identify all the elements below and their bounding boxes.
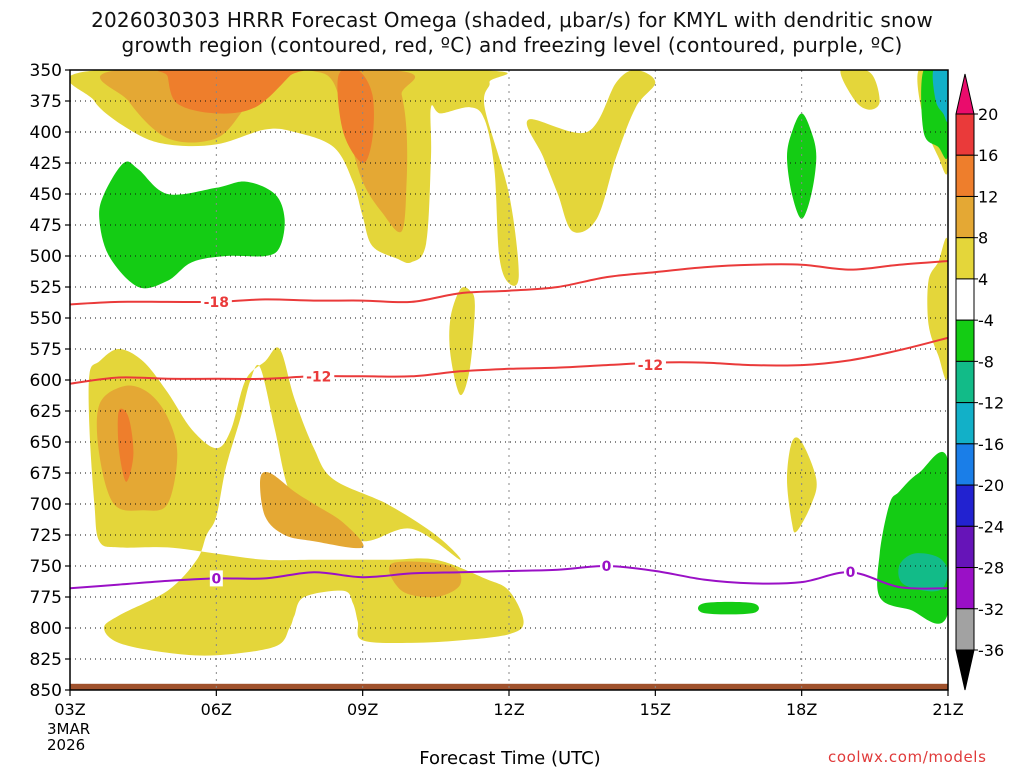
y-tick-label-825: 825 <box>30 650 62 670</box>
colorbar-label-8: -16 <box>978 435 1004 454</box>
colorbar-bin-9 <box>955 484 975 527</box>
colorbar-label-4: 4 <box>978 270 988 289</box>
omega-shade-2 <box>157 70 304 114</box>
colorbar-bin-7 <box>955 402 975 445</box>
contour-label-bg-4 <box>600 558 614 574</box>
omega-shade-10 <box>787 113 817 219</box>
y-tick-label-625: 625 <box>30 402 62 422</box>
colorbar-label-2: 12 <box>978 187 998 206</box>
y-tick-label-850: 850 <box>30 681 62 701</box>
colorbar-bin-12 <box>955 608 975 651</box>
y-tick-label-750: 750 <box>30 557 62 577</box>
colorbar-label-12: -32 <box>978 600 1004 619</box>
omega-shade-3 <box>337 70 374 164</box>
contour-label-2: 0 <box>211 571 221 587</box>
omega-shade-21 <box>898 553 948 592</box>
y-tick-label-350: 350 <box>30 61 62 81</box>
colorbar-label-0: 20 <box>978 105 998 124</box>
colorbar-label-1: 16 <box>978 146 998 165</box>
y-tick-label-475: 475 <box>30 216 62 236</box>
y-tick-label-725: 725 <box>30 526 62 546</box>
title-line-1: 2026030303 HRRR Forecast Omega (shaded, … <box>91 8 933 32</box>
y-tick-label-425: 425 <box>30 154 62 174</box>
y-tick-label-575: 575 <box>30 340 62 360</box>
colorbar-bin-0 <box>955 113 975 156</box>
x-axis-label: Forecast Time (UTC) <box>419 748 601 769</box>
colorbar-bin-1 <box>955 154 975 197</box>
site-credit: coolwx.com/models <box>828 748 987 766</box>
y-tick-label-525: 525 <box>30 278 62 298</box>
y-tick-label-700: 700 <box>30 495 62 515</box>
contour-label-bg-5 <box>843 564 857 581</box>
x-tick-label-18Z: 18Z <box>786 700 817 719</box>
x-date-line-2: 2026 <box>47 736 86 754</box>
omega-shade-14 <box>96 385 178 511</box>
contour-label-5: 0 <box>846 565 856 581</box>
colorbar-label-5: -4 <box>978 311 994 330</box>
x-tick-label-15Z: 15Z <box>640 700 671 719</box>
y-tick-label-600: 600 <box>30 371 62 391</box>
y-tick-label-650: 650 <box>30 433 62 453</box>
contour-label-0: -18 <box>204 295 229 311</box>
contour-label-bg-3 <box>634 357 666 374</box>
omega-shade-11 <box>449 287 475 396</box>
colorbar-label-7: -12 <box>978 394 1004 413</box>
omega-shade-5 <box>840 70 880 110</box>
x-tick-label-09Z: 09Z <box>347 700 378 719</box>
colorbar-label-11: -28 <box>978 559 1004 578</box>
x-tick-label-12Z: 12Z <box>493 700 524 719</box>
omega-shade-17 <box>388 561 462 598</box>
title-line-2: growth region (contoured, red, ºC) and f… <box>121 33 903 57</box>
plot-area: -18 -12 0 -12 0 0 <box>70 70 948 690</box>
contour-label-3: -12 <box>638 358 663 374</box>
colorbar-label-10: -24 <box>978 517 1004 536</box>
colorbar-bottom-arrow <box>955 649 975 691</box>
y-tick-label-675: 675 <box>30 464 62 484</box>
y-tick-label-400: 400 <box>30 123 62 143</box>
colorbar-label-9: -20 <box>978 476 1004 495</box>
contour-label-1: -12 <box>306 369 331 385</box>
x-date-line-1: 3MAR <box>47 720 91 738</box>
omega-shade-16 <box>260 472 364 549</box>
omega-shade-8 <box>932 70 948 123</box>
x-tick-label-06Z: 06Z <box>201 700 232 719</box>
contour-label-4: 0 <box>602 559 612 575</box>
y-tick-label-500: 500 <box>30 247 62 267</box>
colorbar-bin-5 <box>955 319 975 362</box>
colorbar-bin-10 <box>955 525 975 569</box>
y-tick-label-550: 550 <box>30 309 62 329</box>
colorbar-bin-3 <box>955 237 975 280</box>
y-tick-label-450: 450 <box>30 185 62 205</box>
colorbar-label-13: -36 <box>978 641 1004 660</box>
y-tick-label-800: 800 <box>30 619 62 639</box>
omega-shade-4 <box>526 70 656 233</box>
omega-shade-1 <box>100 70 416 233</box>
chart-title: 2026030303 HRRR Forecast Omega (shaded, … <box>0 8 1024 58</box>
contour-line--12 <box>70 336 948 385</box>
colorbar-bin-6 <box>955 360 975 404</box>
x-tick-label-03Z: 03Z <box>54 700 85 719</box>
colorbar-bin-4 <box>955 278 975 321</box>
colorbar-label-6: -8 <box>978 352 994 371</box>
colorbar-bin-2 <box>955 195 975 239</box>
y-tick-label-375: 375 <box>30 92 62 112</box>
omega-shade-19 <box>698 601 759 615</box>
omega-shade-12 <box>927 237 948 380</box>
colorbar-label-3: 8 <box>978 229 988 248</box>
contour-label-bg-1 <box>303 368 335 385</box>
omega-shade-15 <box>117 408 134 482</box>
contour-label-bg-0 <box>200 293 232 310</box>
colorbar-top-arrow <box>955 73 975 115</box>
x-tick-label-21Z: 21Z <box>932 700 963 719</box>
colorbar-bin-11 <box>955 567 975 610</box>
colorbar-bin-8 <box>955 443 975 486</box>
y-tick-label-775: 775 <box>30 588 62 608</box>
omega-shade-9 <box>99 161 285 289</box>
contour-label-bg-2 <box>209 570 223 587</box>
